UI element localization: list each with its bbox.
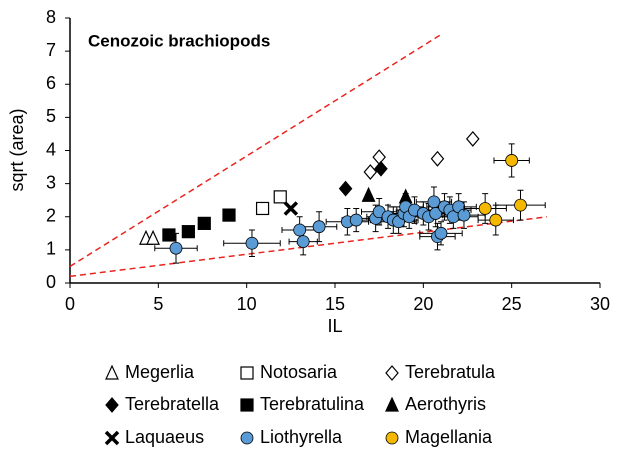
- legend-label: Terebratula: [405, 362, 496, 382]
- legend-marker: [385, 365, 399, 381]
- point: [169, 241, 183, 255]
- legend-label: Magellania: [405, 427, 493, 447]
- legend-marker: [240, 366, 254, 380]
- point: [478, 202, 492, 215]
- reference-line: [69, 216, 548, 278]
- legend-marker: [385, 396, 399, 412]
- y-tick-label: 3: [46, 172, 56, 192]
- point: [146, 229, 160, 245]
- point: [338, 180, 353, 197]
- legend-marker: [240, 431, 254, 445]
- point: [349, 213, 363, 227]
- legend-marker: [105, 364, 119, 380]
- legend-marker: [105, 397, 119, 413]
- legend-marker: [104, 430, 120, 446]
- x-tick-label: 0: [65, 294, 75, 314]
- point: [296, 235, 310, 248]
- point: [283, 201, 299, 216]
- x-tick-label: 25: [502, 294, 522, 314]
- x-tick-label: 30: [590, 294, 610, 314]
- x-axis-label: IL: [327, 316, 342, 336]
- x-tick-label: 15: [325, 294, 345, 314]
- y-tick-label: 4: [46, 139, 56, 159]
- legend-label: Megerlia: [125, 362, 195, 382]
- point: [197, 216, 211, 230]
- y-tick-label: 1: [46, 239, 56, 259]
- point: [222, 208, 236, 222]
- point: [434, 226, 448, 240]
- legend-label: Terebratulina: [260, 394, 365, 414]
- point: [514, 198, 527, 212]
- legend-marker: [240, 398, 254, 412]
- point: [363, 164, 378, 180]
- x-tick-label: 10: [237, 294, 257, 314]
- y-tick-label: 2: [46, 206, 56, 226]
- legend-label: Notosaria: [260, 362, 338, 382]
- legend-label: Aerothyris: [405, 394, 486, 414]
- y-tick-label: 5: [46, 106, 56, 126]
- legend-marker: [385, 431, 399, 445]
- legend-label: Liothyrella: [260, 427, 343, 447]
- y-tick-label: 7: [46, 40, 56, 60]
- point: [505, 154, 519, 167]
- legend-label: Laquaeus: [125, 427, 204, 447]
- x-tick-label: 5: [153, 294, 163, 314]
- point: [361, 186, 376, 202]
- point: [372, 149, 386, 166]
- y-tick-label: 6: [46, 73, 56, 93]
- point: [430, 150, 445, 167]
- point: [489, 213, 503, 227]
- y-tick-label: 0: [46, 272, 56, 292]
- point: [429, 207, 443, 220]
- chart-title: Cenozoic brachiopods: [88, 31, 270, 50]
- point: [181, 225, 195, 239]
- point: [293, 223, 307, 237]
- x-tick-label: 20: [413, 294, 433, 314]
- point: [273, 190, 287, 204]
- point: [245, 236, 259, 250]
- point: [255, 201, 270, 216]
- point: [466, 130, 480, 147]
- point: [374, 160, 388, 177]
- y-axis-label: sqrt (area): [7, 108, 27, 191]
- point: [312, 220, 326, 234]
- point: [427, 195, 441, 209]
- legend-label: Terebratella: [125, 394, 220, 414]
- y-tick-label: 8: [46, 7, 56, 27]
- reference-line: [69, 33, 442, 268]
- point: [162, 228, 176, 242]
